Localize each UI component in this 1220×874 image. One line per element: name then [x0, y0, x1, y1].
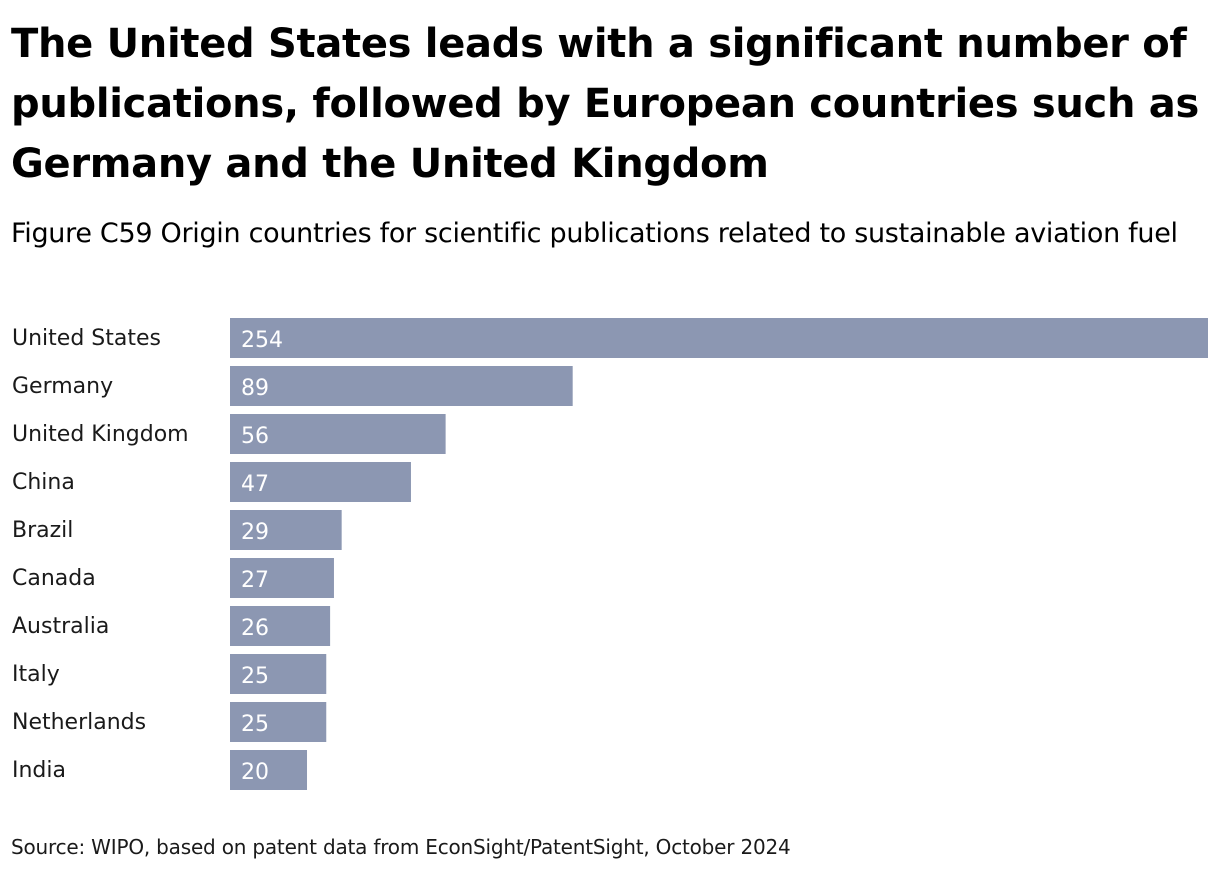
bar	[230, 606, 331, 646]
value-label: 27	[241, 568, 269, 593]
bar-row: Netherlands 25	[12, 702, 327, 742]
category-label: Canada	[12, 566, 96, 591]
category-label: Italy	[12, 662, 60, 687]
value-label: 29	[241, 520, 269, 545]
bar-row: Germany 89	[12, 366, 573, 406]
bar	[230, 702, 327, 742]
bar-row: Brazil 29	[12, 510, 342, 550]
value-label: 20	[241, 760, 269, 785]
category-label: United Kingdom	[12, 422, 189, 447]
category-label: United States	[12, 326, 161, 351]
bar-row: United Kingdom 56	[12, 414, 446, 454]
bar-row: Canada 27	[12, 558, 334, 598]
value-label: 56	[241, 424, 269, 449]
value-label: 26	[241, 616, 269, 641]
bar	[230, 366, 573, 406]
bar-row: Australia 26	[12, 606, 331, 646]
category-label: Australia	[12, 614, 109, 639]
bar-row: India 20	[12, 750, 308, 790]
bar-chart: United States 254 Germany 89 United Kingdom 5…	[12, 318, 1208, 790]
bar-row: United States 254	[12, 318, 1208, 358]
category-label: India	[12, 758, 66, 783]
value-label: 89	[241, 376, 269, 401]
bar	[230, 510, 342, 550]
bar-row: Italy 25	[12, 654, 327, 694]
bar	[230, 558, 334, 598]
category-label: Netherlands	[12, 710, 146, 735]
value-label: 25	[241, 712, 269, 737]
value-label: 47	[241, 472, 269, 497]
bar	[230, 318, 1208, 358]
bar	[230, 414, 446, 454]
value-label: 25	[241, 664, 269, 689]
bar	[230, 750, 308, 790]
bar	[230, 654, 327, 694]
source-note: Source: WIPO, based on patent data from …	[11, 835, 791, 859]
category-label: China	[12, 470, 75, 495]
value-label: 254	[241, 328, 283, 353]
chart-subtitle: Figure C59 Origin countries for scientif…	[11, 218, 1178, 249]
chart-title: The United States leads with a significa…	[11, 21, 1199, 187]
category-label: Germany	[12, 374, 113, 399]
bar-row: China 47	[12, 462, 411, 502]
category-label: Brazil	[12, 518, 73, 543]
bar	[230, 462, 411, 502]
